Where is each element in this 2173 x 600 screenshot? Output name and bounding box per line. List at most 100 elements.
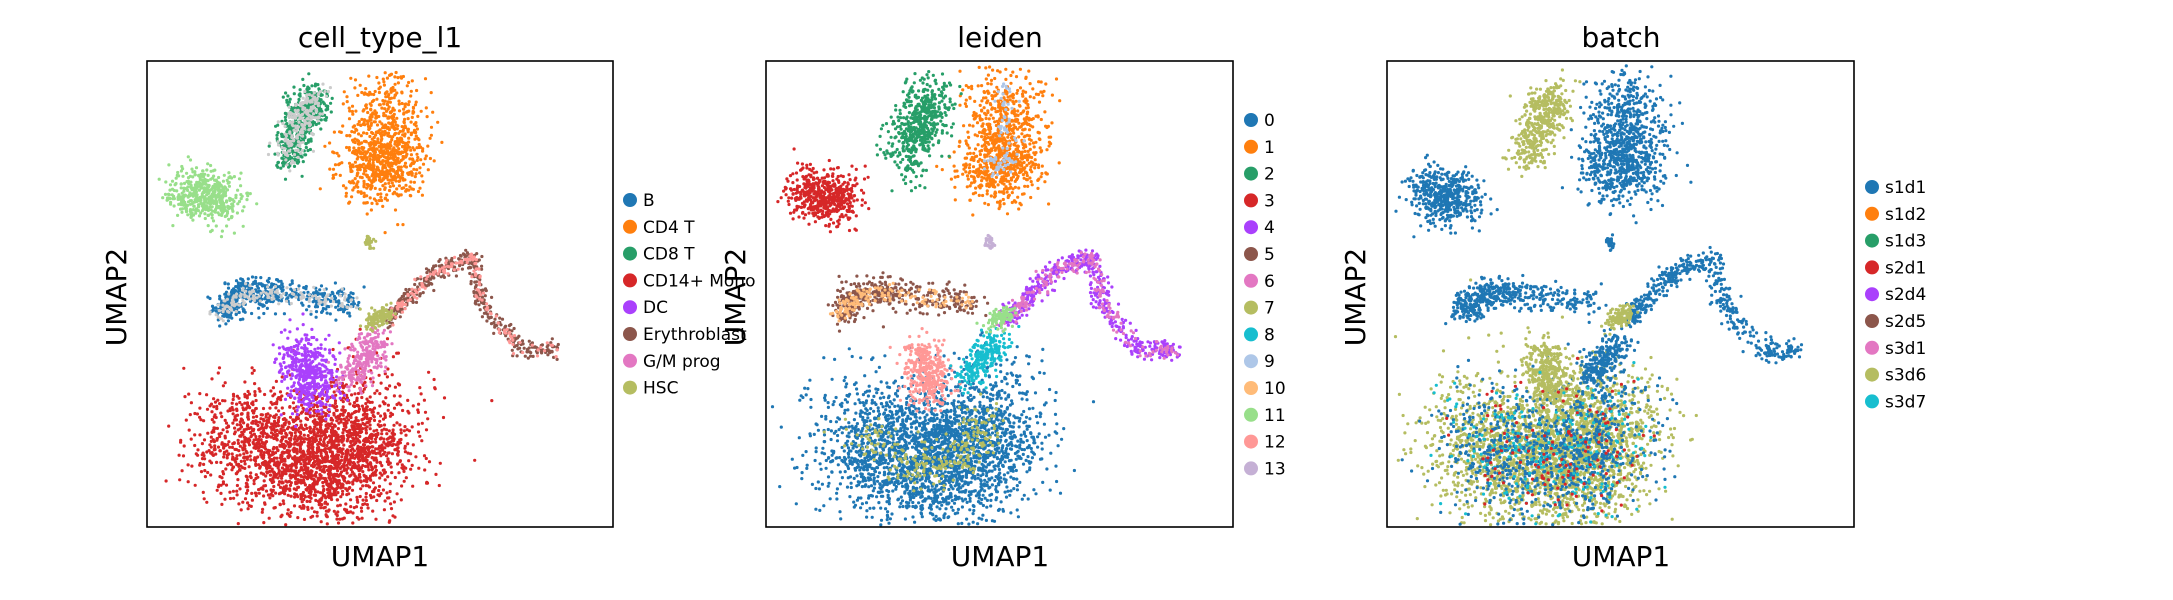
scatter-point (235, 310, 238, 313)
scatter-point (252, 281, 255, 284)
scatter-point (212, 438, 215, 441)
scatter-point (473, 291, 476, 294)
scatter-point (342, 444, 345, 447)
scatter-point (378, 120, 381, 123)
scatter-point (341, 124, 344, 127)
scatter-point (364, 496, 367, 499)
scatter-point (383, 143, 386, 146)
scatter-point (299, 88, 302, 91)
scatter-point (389, 101, 392, 104)
scatter-point (453, 268, 456, 271)
scatter-point (168, 189, 171, 192)
scatter-point (191, 211, 194, 214)
scatter-point (279, 167, 282, 170)
scatter-point (232, 408, 235, 411)
scatter-point (304, 142, 307, 145)
scatter-point (429, 278, 432, 281)
scatter-point (306, 506, 309, 509)
scatter-point (388, 429, 391, 432)
scatter-point (276, 140, 279, 143)
scatter-point (374, 117, 377, 120)
scatter-point (388, 189, 391, 192)
scatter-point (512, 352, 515, 355)
scatter-point (380, 134, 383, 137)
scatter-point (378, 145, 381, 148)
scatter-point (335, 409, 338, 412)
scatter-point (232, 412, 235, 415)
scatter-point (412, 106, 415, 109)
scatter-point (321, 460, 324, 463)
scatter-point (383, 188, 386, 191)
scatter-point (364, 459, 367, 462)
scatter-point (322, 485, 325, 488)
scatter-point (244, 311, 247, 314)
scatter-point (223, 451, 226, 454)
scatter-point (501, 318, 504, 321)
scatter-point (338, 415, 341, 418)
scatter-point (331, 291, 334, 294)
scatter-point (185, 207, 188, 210)
scatter-point (402, 129, 405, 132)
scatter-point (334, 425, 337, 428)
scatter-point (355, 306, 358, 309)
scatter-point (369, 395, 372, 398)
scatter-point (298, 117, 301, 120)
scatter-point (407, 81, 410, 84)
scatter-point (425, 278, 428, 281)
scatter-point (217, 446, 220, 449)
scatter-point (328, 477, 331, 480)
scatter-point (348, 429, 351, 432)
scatter-point (329, 312, 332, 315)
scatter-point (374, 518, 377, 521)
scatter-point (418, 166, 421, 169)
scatter-point (277, 466, 280, 469)
scatter-point (477, 303, 480, 306)
scatter-point (334, 306, 337, 309)
scatter-point (401, 300, 404, 303)
scatter-point (360, 91, 363, 94)
scatter-point (350, 393, 353, 396)
scatter-point (357, 140, 360, 143)
scatter-point (509, 334, 512, 337)
scatter-point (303, 127, 306, 130)
scatter-point (209, 230, 212, 233)
scatter-point (428, 460, 431, 463)
scatter-point (369, 423, 372, 426)
scatter-point (360, 190, 363, 193)
scatter-point (271, 288, 274, 291)
scatter-point (364, 87, 367, 90)
scatter-point (193, 444, 196, 447)
scatter-point (175, 177, 178, 180)
scatter-point (315, 98, 318, 101)
scatter-point (421, 194, 424, 197)
scatter-point (404, 445, 407, 448)
scatter-point (181, 469, 184, 472)
scatter-point (284, 116, 287, 119)
scatter-point (361, 457, 364, 460)
scatter-point (534, 345, 537, 348)
scatter-point (408, 288, 411, 291)
scatter-point (336, 469, 339, 472)
scatter-point (376, 141, 379, 144)
scatter-point (320, 520, 323, 523)
scatter-point (224, 322, 227, 325)
scatter-point (299, 152, 302, 155)
scatter-point (478, 281, 481, 284)
scatter-point (382, 400, 385, 403)
scatter-point (397, 157, 400, 160)
scatter-point (241, 289, 244, 292)
scatter-point (227, 292, 230, 295)
scatter-point (208, 312, 211, 315)
scatter-point (372, 481, 375, 484)
scatter-point (384, 396, 387, 399)
scatter-point (297, 133, 300, 136)
scatter-point (307, 139, 310, 142)
scatter-point (268, 407, 271, 410)
scatter-point (234, 285, 237, 288)
scatter-point (297, 121, 300, 124)
scatter-point (277, 143, 280, 146)
scatter-point (417, 467, 420, 470)
scatter-point (302, 160, 305, 163)
scatter-point (393, 89, 396, 92)
scatter-point (353, 385, 356, 388)
